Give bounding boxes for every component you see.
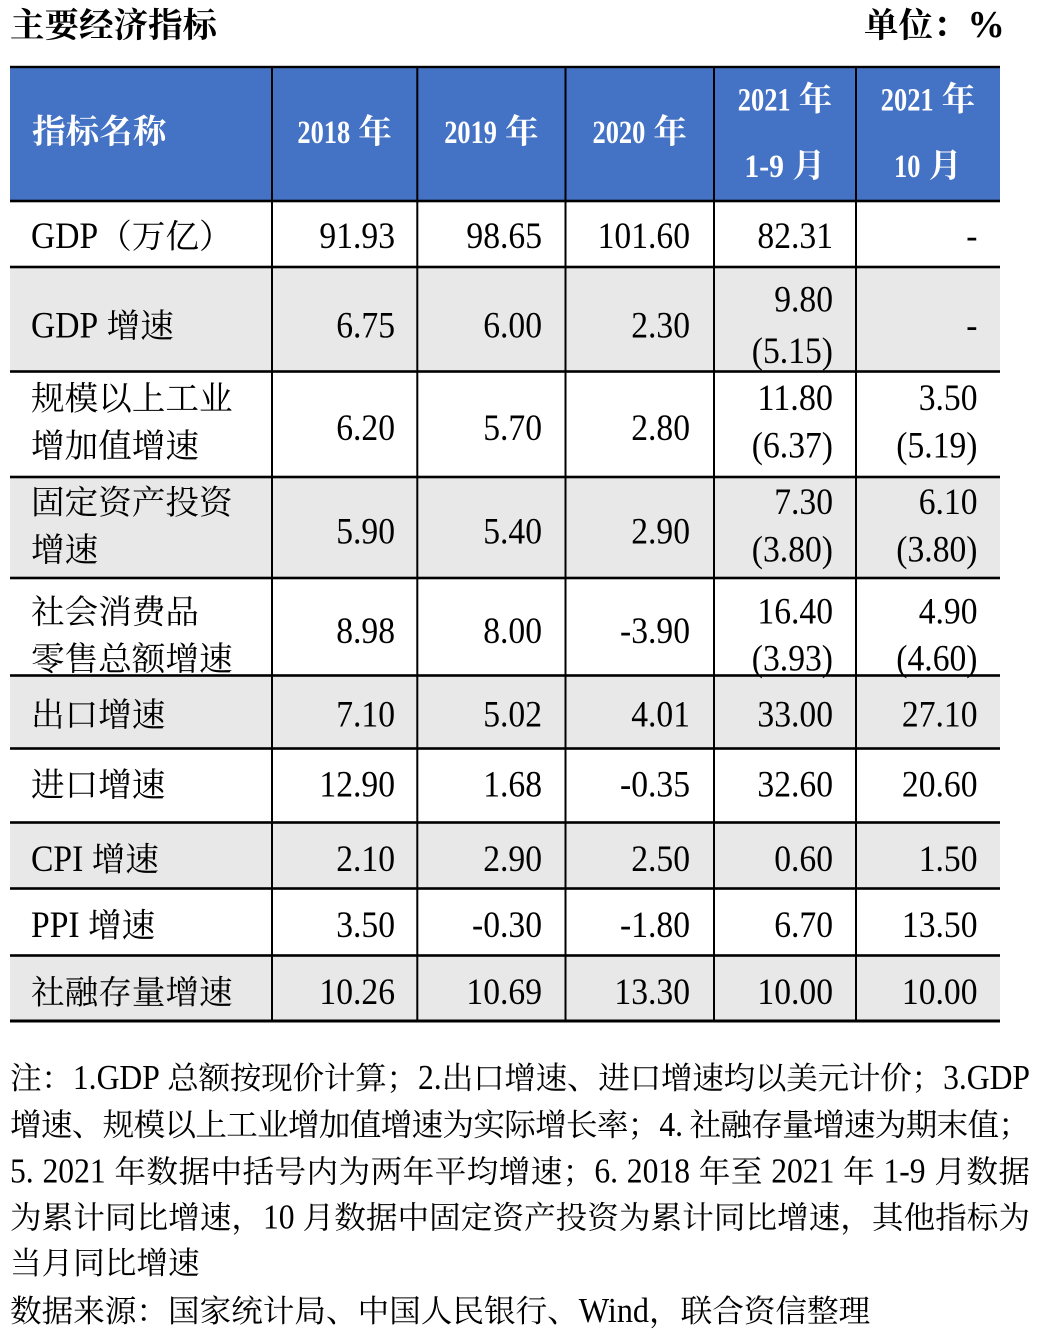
svg-text:82.31: 82.31 — [757, 216, 833, 257]
svg-text:(3.80): (3.80) — [752, 530, 833, 571]
svg-text:10: 10 — [894, 149, 920, 185]
svg-text:-1.80: -1.80 — [620, 905, 690, 946]
svg-text:7.30: 7.30 — [774, 482, 833, 523]
svg-text:6.00: 6.00 — [483, 306, 542, 347]
svg-text:98.65: 98.65 — [466, 216, 542, 257]
svg-text:2018: 2018 — [627, 1152, 690, 1191]
svg-text:2021: 2021 — [738, 83, 791, 119]
svg-text:6.10: 6.10 — [919, 482, 978, 523]
svg-text:10.00: 10.00 — [757, 972, 833, 1013]
svg-text:(5.15): (5.15) — [752, 331, 833, 372]
svg-text:1-9: 1-9 — [884, 1152, 926, 1191]
svg-text:13.30: 13.30 — [614, 972, 690, 1013]
svg-text:32.60: 32.60 — [757, 765, 833, 806]
svg-text:8.98: 8.98 — [336, 611, 395, 652]
svg-text:%: % — [968, 4, 1005, 46]
svg-text:5.40: 5.40 — [483, 512, 542, 553]
svg-text:2019: 2019 — [444, 115, 497, 151]
svg-text:1-9: 1-9 — [744, 149, 784, 185]
svg-text:7.10: 7.10 — [336, 695, 395, 736]
svg-text:5.02: 5.02 — [483, 695, 542, 736]
svg-text:2021: 2021 — [43, 1152, 106, 1191]
svg-text:PPI: PPI — [31, 905, 80, 946]
svg-text:5.70: 5.70 — [483, 408, 542, 449]
svg-text:27.10: 27.10 — [902, 695, 978, 736]
svg-text:-0.30: -0.30 — [472, 905, 542, 946]
svg-text:(4.60): (4.60) — [896, 639, 977, 680]
svg-text:10.26: 10.26 — [319, 972, 395, 1013]
svg-text:4.01: 4.01 — [631, 695, 690, 736]
svg-text:1.68: 1.68 — [483, 765, 542, 806]
svg-text:(6.37): (6.37) — [752, 426, 833, 467]
svg-text:4.90: 4.90 — [919, 592, 978, 633]
svg-text:16.40: 16.40 — [757, 592, 833, 633]
svg-text:10: 10 — [263, 1198, 295, 1237]
svg-text:GDP: GDP — [31, 216, 98, 257]
svg-text:2021: 2021 — [881, 83, 934, 119]
svg-text:6.20: 6.20 — [336, 408, 395, 449]
svg-text:3.50: 3.50 — [919, 378, 978, 419]
svg-text:CPI: CPI — [31, 839, 83, 880]
svg-text:(3.93): (3.93) — [752, 639, 833, 680]
svg-text:4.: 4. — [659, 1105, 683, 1144]
svg-text:(5.19): (5.19) — [896, 426, 977, 467]
svg-text:2.30: 2.30 — [631, 306, 690, 347]
svg-text:2.90: 2.90 — [631, 512, 690, 553]
svg-text:5.90: 5.90 — [336, 512, 395, 553]
svg-text:2.80: 2.80 — [631, 408, 690, 449]
svg-text:13.50: 13.50 — [902, 905, 978, 946]
svg-text:1.GDP: 1.GDP — [73, 1058, 160, 1097]
svg-text:9.80: 9.80 — [774, 280, 833, 321]
svg-text:11.80: 11.80 — [757, 378, 833, 419]
svg-text:2021: 2021 — [771, 1152, 834, 1191]
svg-text:3.50: 3.50 — [336, 905, 395, 946]
svg-text:12.90: 12.90 — [319, 765, 395, 806]
svg-text:3.GDP: 3.GDP — [943, 1058, 1030, 1097]
svg-text:(3.80): (3.80) — [896, 530, 977, 571]
svg-text:1.50: 1.50 — [919, 839, 978, 880]
svg-text:2018: 2018 — [297, 115, 350, 151]
svg-text:-: - — [966, 306, 977, 347]
svg-text:33.00: 33.00 — [757, 695, 833, 736]
svg-text:10.69: 10.69 — [466, 972, 542, 1013]
svg-text:8.00: 8.00 — [483, 611, 542, 652]
svg-text:6.75: 6.75 — [336, 306, 395, 347]
svg-text:101.60: 101.60 — [598, 216, 690, 257]
svg-text:6.70: 6.70 — [774, 905, 833, 946]
svg-text:10.00: 10.00 — [902, 972, 978, 1013]
svg-text:GDP: GDP — [31, 306, 98, 347]
svg-text:2.: 2. — [418, 1058, 442, 1097]
svg-text:0.60: 0.60 — [774, 839, 833, 880]
svg-text:6.: 6. — [594, 1152, 618, 1191]
svg-text:5.: 5. — [10, 1152, 34, 1191]
svg-text:20.60: 20.60 — [902, 765, 978, 806]
svg-text:91.93: 91.93 — [319, 216, 395, 257]
svg-text:2.10: 2.10 — [336, 839, 395, 880]
svg-text:-3.90: -3.90 — [620, 611, 690, 652]
svg-text:Wind: Wind — [579, 1291, 650, 1330]
svg-text:-0.35: -0.35 — [620, 765, 690, 806]
svg-text:2.90: 2.90 — [483, 839, 542, 880]
svg-text:2020: 2020 — [593, 115, 646, 151]
svg-text:-: - — [966, 216, 977, 257]
svg-text:2.50: 2.50 — [631, 839, 690, 880]
